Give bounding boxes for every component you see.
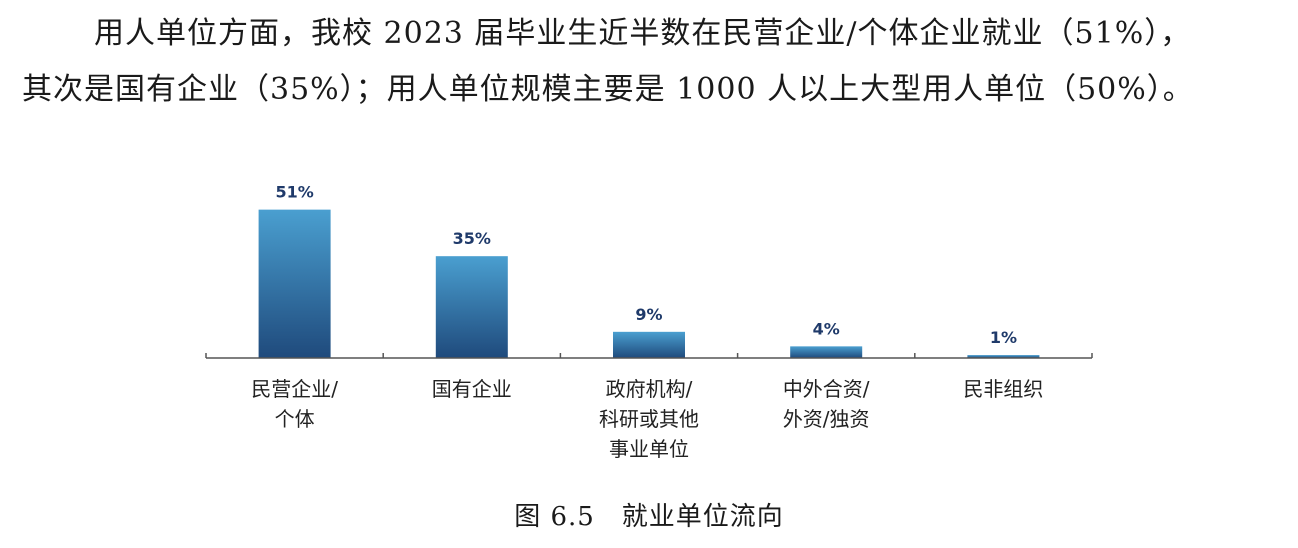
category-label: 民非组织 [963,377,1043,401]
bar [435,256,508,358]
data-label: 1% [990,328,1017,347]
data-label: 4% [813,319,840,338]
category-label: 民营企业/个体 [251,377,338,431]
category-label: 政府机构/科研或其他事业单位 [599,377,699,461]
employment-unit-bar-chart: 51% 民营企业/个体 35% 国有企业 9% 政府机构/科研或其他事业单位 4% 中外合资/… [205,183,1093,461]
paragraph-line-2: 其次是国有企业（35%）；用人单位规模主要是 1000 人以上大型用人单位（50… [22,72,1194,107]
bar [613,331,685,358]
labels-group: 51% 民营企业/个体 35% 国有企业 9% 政府机构/科研或其他事业单位 4% 中外合资/… [251,183,1043,461]
intro-paragraph: 用人单位方面，我校 2023 届毕业生近半数在民营企业/个体企业就业（51%），… [22,6,1282,118]
bar [967,355,1040,358]
data-label: 35% [453,229,491,248]
category-label: 中外合资/外资/独资 [783,377,870,431]
bar [258,209,331,358]
data-label: 9% [635,305,662,324]
category-label: 国有企业 [432,377,512,401]
paragraph-line-1: 用人单位方面，我校 2023 届毕业生近半数在民营企业/个体企业就业（51%）， [94,16,1192,51]
x-axis [205,353,1093,359]
bars-group [258,209,1040,358]
data-label: 51% [275,183,313,202]
bar [790,346,863,358]
figure-caption: 图 6.5 就业单位流向 [514,502,784,532]
